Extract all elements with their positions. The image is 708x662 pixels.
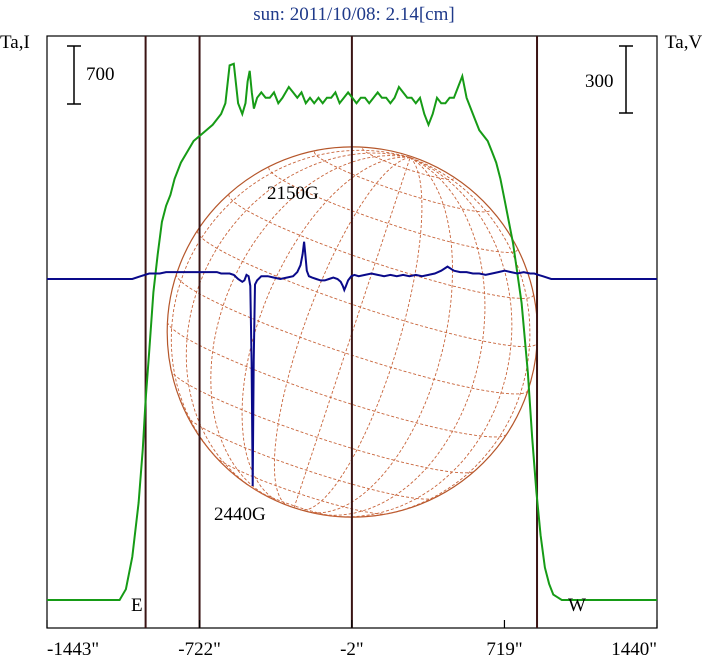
meridian-line — [358, 157, 531, 518]
meridian-line — [210, 155, 411, 501]
left-scale-bar-label: 700 — [86, 64, 115, 85]
parallel-line — [186, 415, 435, 500]
annotation-2150g: 2150G — [267, 183, 319, 204]
meridian-line — [273, 157, 411, 507]
west-label: W — [568, 595, 586, 616]
meridian-line — [293, 157, 411, 508]
chart-title: sun: 2011/10/08: 2.14[cm] — [253, 4, 454, 25]
x-axis-ticks: -1443" -722" -2" 719" 1440" — [46, 620, 658, 660]
meridian-line — [298, 157, 423, 511]
parallel-line — [167, 321, 507, 438]
east-label: E — [131, 595, 143, 616]
meridian-line — [313, 157, 486, 516]
parallel-line — [215, 456, 388, 515]
x-tick-label: 1440" — [611, 639, 657, 660]
meridian-line — [185, 152, 411, 495]
series-line-intensity — [47, 62, 657, 601]
annotation-2440g: 2440G — [214, 504, 266, 525]
left-scale-bar — [67, 45, 81, 105]
x-tick-label: -722" — [178, 639, 221, 660]
parallel-line — [268, 167, 518, 253]
parallel-line — [196, 230, 538, 348]
vertical-markers — [144, 36, 539, 628]
right-scale-bar — [619, 45, 633, 114]
meridian-line — [326, 157, 513, 518]
x-tick-label: 719" — [486, 639, 522, 660]
solar-disk-grid — [166, 146, 539, 518]
x-tick-label: -2" — [340, 639, 364, 660]
parallel-line — [362, 148, 455, 180]
meridian-line — [241, 156, 411, 504]
meridian-line — [307, 157, 453, 514]
parallel-line — [314, 151, 491, 213]
x-tick-label: -1443" — [47, 639, 99, 660]
meridian-line — [170, 149, 411, 478]
right-scale-bar-label: 300 — [585, 71, 614, 92]
series-line-polarization — [47, 241, 657, 487]
parallel-line — [253, 488, 338, 517]
right-axis-label: Ta,V — [665, 32, 702, 53]
left-axis-label: Ta,I — [0, 32, 30, 53]
parallel-line — [170, 369, 476, 474]
